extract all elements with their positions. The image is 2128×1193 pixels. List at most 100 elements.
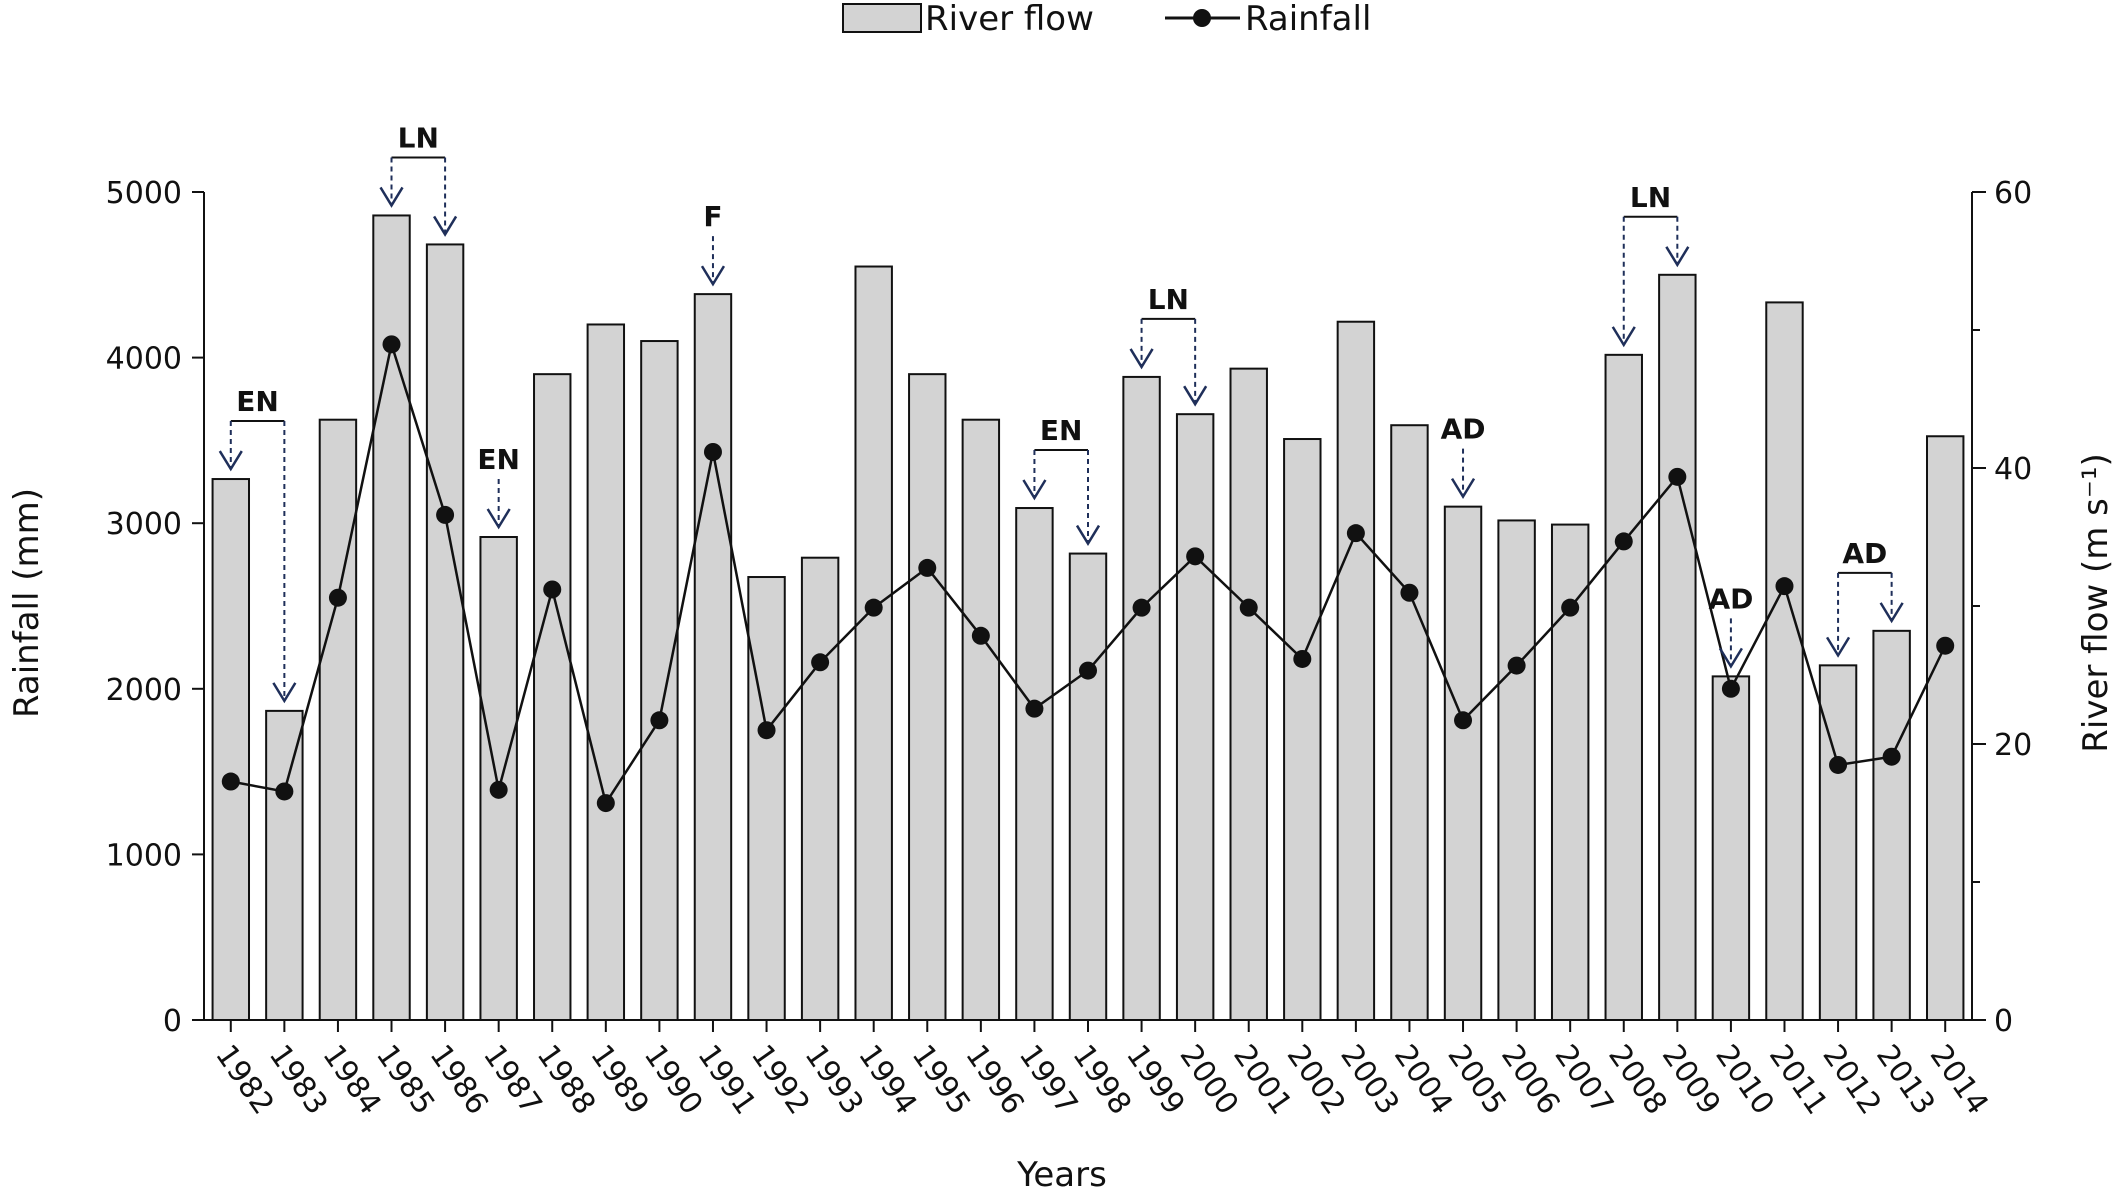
annotation-arrow-2012-head [1825, 636, 1851, 658]
rainfall-point-1996 [971, 626, 990, 645]
y-tick-label-right-60: 60 [1994, 176, 2032, 211]
river-flow-bar-2008 [1604, 353, 1643, 1021]
rainfall-point-2013 [1882, 747, 1901, 766]
legend-river-flow-swatch [842, 3, 922, 33]
river-flow-bar-1990 [640, 340, 679, 1022]
annotation-arrow-1983-head [272, 682, 297, 704]
river-flow-bar-2004 [1390, 424, 1429, 1022]
river-flow-bar-1998 [1068, 552, 1108, 1021]
x-tick-label-1987: 1987 [476, 1039, 548, 1122]
x-tick-label-1993: 1993 [798, 1039, 870, 1122]
river-flow-bar-1984 [318, 418, 358, 1021]
x-tick-label-1986: 1986 [423, 1039, 495, 1122]
y-tick-label-left-2000: 2000 [106, 673, 182, 708]
river-flow-bar-1982 [211, 478, 251, 1022]
annotation-label-ad-2010: AD [1708, 582, 1753, 615]
annotation-arrow-2000-head [1183, 385, 1208, 407]
annotation-label-ln-1999: LN [1148, 283, 1189, 316]
rainfall-point-2006 [1507, 656, 1526, 675]
y-tick-label-left-0: 0 [163, 1004, 182, 1039]
annotation-label-f-1991: F [703, 200, 722, 233]
y-tick-label-right-20: 20 [1994, 728, 2032, 763]
rainfall-point-2009 [1668, 467, 1687, 486]
annotation-arrow-1999-head [1129, 348, 1154, 370]
rainfall-point-2010 [1721, 679, 1740, 698]
annotation-arrow-1991-head [700, 265, 726, 287]
x-tick-label-1992: 1992 [744, 1039, 816, 1122]
rainfall-point-2012 [1829, 755, 1848, 774]
x-tick-label-1984: 1984 [315, 1039, 387, 1122]
rainfall-point-1994 [864, 598, 883, 617]
x-tick-label-1982: 1982 [208, 1039, 280, 1122]
rainfall-line [221, 335, 1955, 813]
river-flow-bar-1999 [1122, 375, 1161, 1022]
annotation-arrow-1987-head [486, 508, 511, 530]
river-flow-bar-2014 [1925, 435, 1965, 1021]
y-axis-title-left: Rainfall (mm) [7, 488, 47, 718]
river-flow-bar-1992 [747, 576, 786, 1022]
x-tick-label-2013: 2013 [1869, 1039, 1941, 1122]
event-annotations: EN LN EN F EN LN AD LN AD AD [218, 121, 1904, 704]
x-tick-label-2006: 2006 [1494, 1039, 1566, 1122]
rainfall-point-1989 [596, 794, 615, 813]
river-flow-bar-2001 [1229, 367, 1268, 1021]
x-tick-label-2008: 2008 [1601, 1039, 1673, 1122]
x-tick-label-1997: 1997 [1012, 1039, 1084, 1122]
annotation-label-ln-1985: LN [398, 121, 439, 154]
annotation-arrow-2005-head [1450, 477, 1476, 500]
river-flow-bar-1996 [961, 418, 1001, 1021]
y-tick-label-right-0: 0 [1994, 1004, 2013, 1039]
rainfall-point-1984 [328, 588, 347, 607]
x-tick-label-1998: 1998 [1065, 1039, 1137, 1122]
river-flow-bar-2010 [1711, 675, 1751, 1021]
river-flow-bar-2006 [1497, 519, 1536, 1021]
x-tick-label-1990: 1990 [637, 1039, 709, 1122]
rainfall-point-2003 [1346, 524, 1365, 543]
river-flow-bar-1989 [586, 323, 626, 1022]
x-tick-label-2004: 2004 [1387, 1039, 1459, 1122]
annotation-arrow-2013-head [1879, 602, 1904, 624]
river-flow-bar-2009 [1658, 273, 1697, 1021]
annotation-label-en-1997: EN [1040, 414, 1083, 447]
rainfall-point-2002 [1293, 649, 1312, 668]
rainfall-point-2014 [1936, 636, 1955, 655]
river-flow-bar-1988 [533, 373, 572, 1022]
rainfall-point-1987 [489, 780, 508, 799]
x-tick-label-2005: 2005 [1440, 1039, 1512, 1122]
legend-river-flow-label: River flow [925, 0, 1094, 39]
y-tick-label-right-40: 40 [1994, 452, 2032, 487]
rainfall-point-2001 [1239, 598, 1258, 617]
x-tick-label-2000: 2000 [1173, 1039, 1245, 1122]
rainfall-point-2004 [1400, 583, 1419, 602]
x-tick-label-2014: 2014 [1923, 1039, 1995, 1122]
legend-rainfall-label: Rainfall [1245, 0, 1371, 39]
rainfall-point-1995 [918, 558, 937, 577]
annotation-arrow-1982-head [218, 450, 243, 472]
rainfall-point-2005 [1454, 711, 1473, 730]
river-flow-bar-1995 [908, 373, 947, 1022]
annotation-label-ln-2008: LN [1630, 181, 1671, 214]
rainfall-point-1998 [1079, 661, 1097, 680]
x-axis-title: Years [1016, 1155, 1107, 1193]
x-tick-label-2001: 2001 [1226, 1039, 1298, 1122]
x-tick-label-1996: 1996 [958, 1039, 1030, 1122]
river-flow-bar-2011 [1765, 301, 1804, 1021]
river-flow-bar-2002 [1283, 438, 1322, 1021]
rainfall-point-1990 [650, 711, 669, 730]
river-flow-bar-1983 [265, 709, 304, 1021]
x-tick-label-2003: 2003 [1333, 1039, 1405, 1122]
river-flow-bar-2003 [1336, 320, 1376, 1022]
river-flow-bar-2013 [1872, 629, 1911, 1022]
rainfall-point-1986 [436, 505, 455, 524]
annotation-label-en-1982: EN [236, 385, 279, 418]
river-flow-bars [211, 214, 1965, 1022]
annotation-arrow-2010-head [1718, 647, 1743, 669]
rainfall-point-1993 [811, 653, 830, 672]
river-flow-bar-2000 [1175, 413, 1215, 1021]
x-tick-label-1989: 1989 [583, 1039, 655, 1122]
y-axis-title-right: River flow (m s⁻¹) [2076, 453, 2116, 752]
rainfall-point-1988 [543, 580, 562, 599]
rainfall-point-1982 [221, 772, 240, 791]
